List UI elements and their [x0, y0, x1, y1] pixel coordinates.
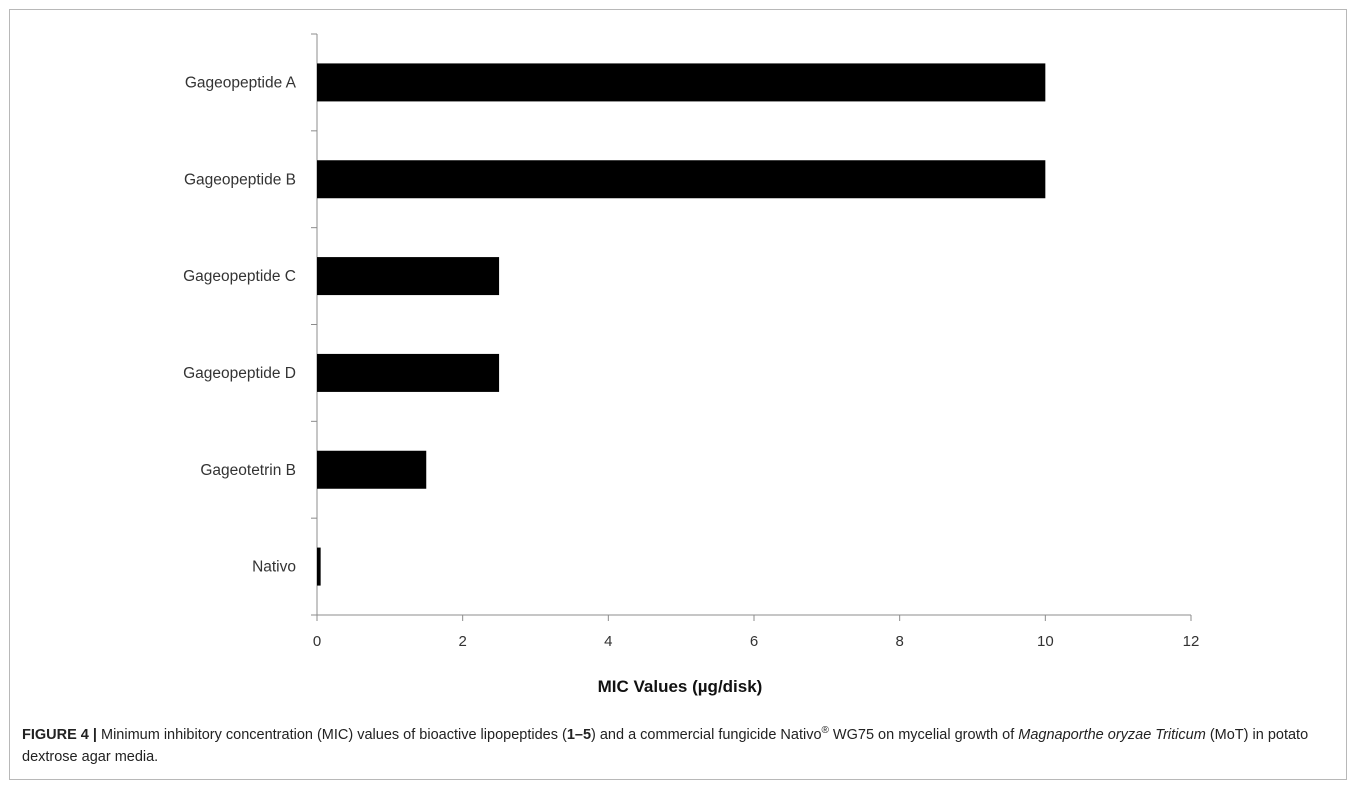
- bar: [317, 160, 1046, 199]
- caption-text-4: (MoT) in potato dextrose agar media.: [22, 727, 1309, 765]
- bar: [317, 257, 500, 296]
- caption-text-3: WG75 on mycelial growth of: [828, 727, 1019, 743]
- caption-species-name: Magnaporthe oryzae Triticum: [1018, 727, 1206, 743]
- category-label: Gageopeptide B: [184, 171, 296, 188]
- x-tick-label: 8: [895, 633, 903, 650]
- bar: [317, 547, 321, 586]
- x-tick-label: 6: [750, 633, 758, 650]
- x-tick-label: 2: [458, 633, 466, 650]
- x-axis-title: MIC Values (µg/disk): [598, 677, 763, 696]
- x-tick-label: 4: [604, 633, 612, 650]
- caption-registered-mark: ®: [821, 725, 829, 737]
- caption-label: FIGURE 4 |: [22, 727, 97, 743]
- x-tick-label: 0: [313, 633, 321, 650]
- bar-chart: 0 2 4 6 8 10 12 Gageopeptide A Gageopeptide B Gag…: [183, 33, 1200, 696]
- bar: [317, 450, 427, 489]
- category-label: Nativo: [252, 559, 296, 576]
- caption-text-1: Minimum inhibitory concentration (MIC) v…: [96, 727, 567, 743]
- x-tick-label: 12: [1183, 633, 1200, 650]
- category-label: Gageopeptide A: [185, 74, 297, 91]
- category-label: Gageopeptide C: [183, 268, 296, 285]
- figure-frame: [9, 9, 1347, 780]
- category-label: Gageopeptide D: [183, 365, 296, 382]
- caption-text-2: ) and a commercial fungicide Nativo: [591, 727, 822, 743]
- plot-area: 0 2 4 6 8 10 12 Gageopeptide A Gageopeptide B Gag…: [183, 33, 1200, 650]
- bar: [317, 353, 500, 392]
- bar: [317, 63, 1046, 102]
- caption-compound-range: 1–5: [566, 727, 592, 743]
- category-label: Gageotetrin B: [200, 462, 296, 479]
- figure-caption: FIGURE 4 | Minimum inhibitory concentrat…: [22, 724, 1332, 768]
- x-tick-label: 10: [1037, 633, 1054, 650]
